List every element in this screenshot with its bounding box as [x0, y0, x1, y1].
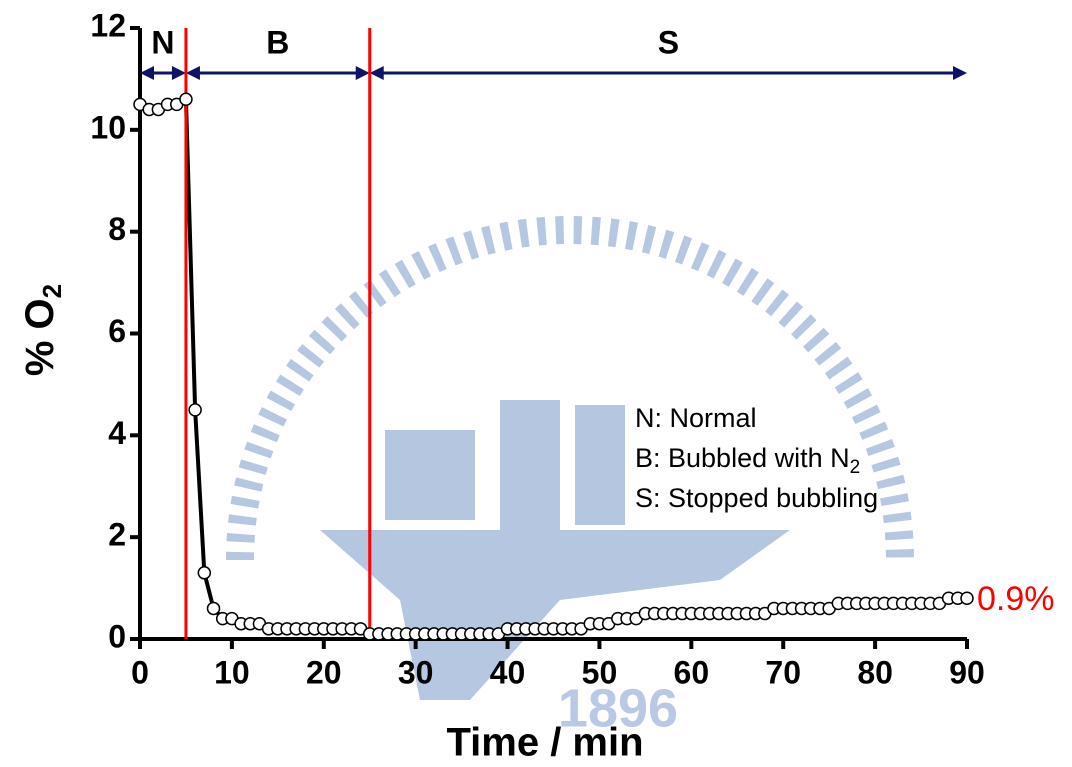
x-tick-label: 50 [582, 654, 618, 690]
x-tick-label: 70 [765, 654, 801, 690]
region-label: B [266, 24, 289, 60]
y-tick-label: 8 [108, 211, 126, 247]
x-tick-label: 90 [949, 654, 985, 690]
region-label: N [151, 24, 174, 60]
note: N: Normal [635, 403, 757, 433]
y-tick-label: 2 [108, 517, 126, 553]
x-tick-label: 80 [857, 654, 893, 690]
note-text: S: Stopped bubbling [635, 483, 878, 513]
y-tick-label: 6 [108, 313, 126, 349]
note: S: Stopped bubbling [635, 483, 878, 513]
note: B: Bubbled with N2 [635, 443, 860, 478]
y-axis-label-text: % O [18, 298, 62, 376]
data-point [206, 601, 221, 616]
data-point [179, 92, 193, 107]
x-tick-label: 0 [131, 654, 149, 690]
notes: N: Normal B: Bubbled with N2 S: Stopped bu… [635, 403, 878, 513]
data-point [197, 566, 212, 580]
region-label: S [658, 24, 679, 60]
x-axis-label: Time / min [446, 721, 643, 765]
watermark-logo [226, 216, 914, 700]
y-tick-label: 4 [108, 415, 126, 451]
x-tick-label: 20 [306, 654, 342, 690]
annotation: 0.9% [977, 580, 1055, 618]
note-sub: 2 [850, 457, 861, 478]
x-tick-label: 60 [674, 654, 710, 690]
arrow-head [140, 66, 186, 80]
y-axis-label: % O2 [18, 284, 67, 376]
note-text: N: Normal [635, 403, 757, 433]
x-tick-label: 40 [490, 654, 526, 690]
watermark-text: 1896 [558, 678, 678, 738]
data-point [188, 403, 202, 417]
y-axis-label-sub: 2 [37, 284, 67, 298]
note-text: B: Bubbled with N [635, 443, 850, 473]
x-tick-label: 10 [214, 654, 250, 690]
y-tick-label: 12 [90, 7, 126, 43]
y-tick-label: 10 [90, 109, 126, 145]
y-tick-label: 0 [108, 618, 126, 654]
x-tick-label: 30 [398, 654, 434, 690]
data-point [960, 591, 974, 606]
